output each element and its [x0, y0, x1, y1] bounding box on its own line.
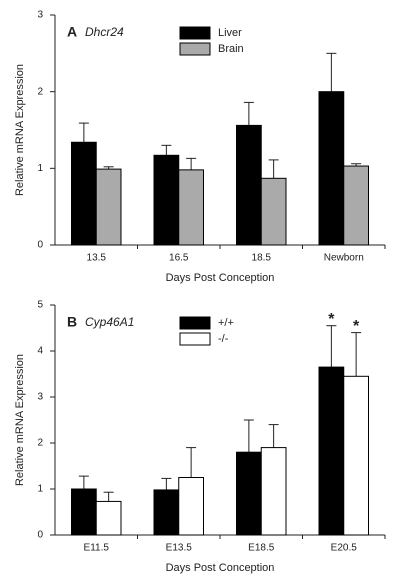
x-tick-label: 13.5 — [87, 253, 107, 264]
panel-label: A — [67, 24, 77, 40]
bar — [318, 366, 345, 536]
bar — [318, 91, 345, 246]
x-tick-label: E18.5 — [248, 543, 275, 554]
bar — [343, 165, 369, 246]
y-tick-label: 3 — [37, 392, 43, 403]
y-tick-label: 1 — [37, 163, 43, 174]
bar — [153, 489, 180, 536]
x-tick-label: 18.5 — [252, 253, 272, 264]
y-tick-label: 3 — [37, 10, 43, 21]
x-axis-label: Days Post Conception — [166, 272, 275, 284]
y-tick-label: 0 — [37, 530, 43, 541]
y-tick-label: 5 — [37, 300, 43, 311]
legend-swatch — [179, 316, 211, 330]
bar — [178, 169, 204, 246]
y-tick-label: 1 — [37, 484, 43, 495]
bar — [236, 451, 262, 536]
x-axis-label: Days Post Conception — [166, 562, 275, 574]
bar — [260, 447, 287, 536]
panel-label: B — [67, 314, 77, 330]
x-tick-label: 16.5 — [169, 253, 189, 264]
y-tick-label: 2 — [37, 86, 43, 97]
x-tick-label: E20.5 — [331, 543, 358, 554]
y-tick-label: 4 — [37, 346, 43, 357]
y-axis-label: Relative mRNA Expression — [14, 354, 26, 486]
bar — [153, 154, 180, 246]
y-axis-label: Relative mRNA Expression — [14, 64, 26, 196]
legend-label: -/- — [218, 333, 229, 345]
bar — [343, 375, 369, 536]
x-tick-label: E11.5 — [84, 543, 110, 554]
legend-label: Liver — [218, 27, 242, 39]
bar — [71, 141, 97, 246]
significance-marker: * — [353, 318, 360, 335]
y-tick-label: 2 — [37, 438, 43, 449]
bar — [95, 168, 122, 246]
x-tick-label: E13.5 — [166, 543, 193, 554]
legend-label: +/+ — [218, 317, 234, 329]
x-tick-label: Newborn — [324, 253, 364, 264]
legend-swatch — [179, 26, 211, 40]
bar — [236, 124, 262, 246]
gene-label: Dhcr24 — [85, 25, 124, 39]
bar — [71, 488, 97, 536]
bar — [260, 177, 287, 246]
legend-swatch — [179, 42, 211, 56]
bar — [178, 477, 204, 536]
y-tick-label: 0 — [37, 240, 43, 251]
legend-swatch — [179, 332, 211, 346]
significance-marker: * — [328, 311, 335, 328]
legend-label: Brain — [218, 43, 244, 55]
bar — [95, 500, 122, 536]
gene-label: Cyp46A1 — [85, 315, 134, 329]
